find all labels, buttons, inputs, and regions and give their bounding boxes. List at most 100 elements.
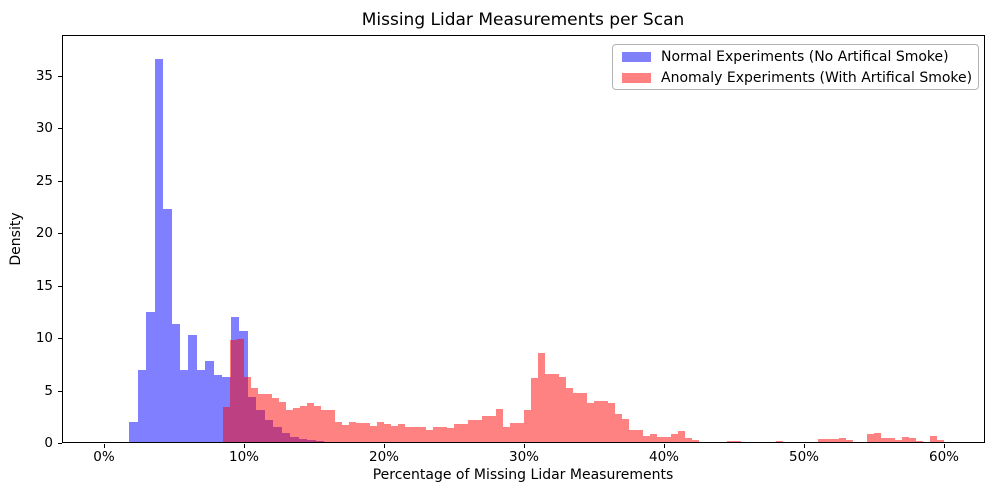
hist-bar-anomaly: [426, 430, 433, 443]
hist-bar-normal: [222, 377, 231, 443]
hist-bar-anomaly: [832, 439, 839, 443]
legend-label-anomaly: Anomaly Experiments (With Artifical Smok…: [661, 69, 973, 86]
plot-area-border: [62, 35, 985, 443]
x-tick-label: 60%: [928, 449, 960, 465]
hist-bar-normal: [273, 427, 282, 443]
y-tick-label: 30: [35, 120, 53, 136]
y-tick-label: 5: [44, 382, 53, 399]
hist-bar-anomaly: [251, 388, 258, 443]
x-tick-label: 20%: [368, 449, 400, 465]
hist-bar-normal: [248, 397, 256, 443]
hist-bar-anomaly: [496, 409, 503, 443]
y-tick-label: 20: [35, 225, 53, 241]
hist-bar-anomaly: [825, 439, 832, 443]
hist-bar-anomaly: [370, 426, 377, 443]
x-tick-mark: [804, 444, 805, 448]
hist-bar-anomaly: [328, 410, 335, 443]
hist-bar-anomaly: [384, 424, 391, 443]
hist-bar-normal: [188, 335, 197, 443]
hist-bar-anomaly: [685, 438, 692, 443]
hist-bar-normal: [197, 370, 205, 443]
legend-swatch-anomaly: [622, 72, 651, 83]
hist-bar-anomaly: [293, 408, 300, 443]
hist-bar-anomaly: [678, 431, 685, 443]
legend-swatch-normal: [622, 51, 651, 62]
hist-bar-anomaly: [643, 436, 650, 443]
hist-bar-anomaly: [314, 406, 321, 443]
x-tick-mark: [664, 444, 665, 448]
hist-bar-anomaly: [818, 439, 825, 443]
hist-bar-anomaly: [846, 440, 853, 443]
hist-bar-anomaly: [909, 438, 916, 443]
hist-bar-anomaly: [489, 416, 496, 443]
hist-bar-anomaly: [258, 394, 265, 443]
hist-bar-normal: [256, 410, 265, 443]
hist-bar-anomaly: [874, 433, 881, 443]
y-tick-mark: [58, 338, 62, 339]
hist-bar-anomaly: [622, 419, 629, 443]
x-tick-mark: [944, 444, 945, 448]
x-axis-label: Percentage of Missing Lidar Measurements: [372, 467, 674, 483]
hist-bar-anomaly: [587, 403, 594, 443]
hist-bar-anomaly: [538, 353, 545, 443]
x-tick-label: 0%: [93, 449, 115, 465]
hist-bar-anomaly: [482, 416, 489, 443]
chart-title: Missing Lidar Measurements per Scan: [361, 10, 685, 30]
hist-bar-normal: [290, 437, 299, 443]
hist-bar-anomaly: [286, 410, 293, 443]
hist-bar-anomaly: [881, 438, 888, 443]
hist-bar-anomaly: [601, 401, 608, 443]
hist-bar-anomaly: [930, 436, 937, 443]
hist-bar-anomaly: [454, 424, 461, 443]
hist-bar-normal: [214, 375, 222, 443]
hist-bar-anomaly: [895, 440, 902, 443]
hist-bar-anomaly: [559, 377, 566, 443]
hist-bar-anomaly: [223, 407, 230, 443]
x-tick-label: 10%: [228, 449, 260, 465]
hist-bar-anomaly: [230, 340, 237, 443]
hist-bar-anomaly: [566, 388, 573, 443]
hist-bar-normal: [155, 59, 163, 443]
hist-bar-normal: [205, 361, 214, 443]
hist-bar-normal: [307, 440, 316, 443]
hist-bar-anomaly: [937, 440, 944, 443]
hist-bar-anomaly: [363, 423, 370, 443]
hist-bar-anomaly: [503, 427, 510, 443]
hist-bar-anomaly: [461, 424, 468, 443]
hist-bar-anomaly: [615, 414, 622, 443]
hist-bar-anomaly: [391, 426, 398, 443]
x-tick-mark: [524, 444, 525, 448]
hist-bar-normal: [146, 312, 155, 443]
hist-bar-anomaly: [650, 434, 657, 443]
hist-bar-anomaly: [349, 422, 356, 443]
hist-bar-anomaly: [531, 378, 538, 443]
hist-bar-normal: [129, 422, 138, 443]
hist-bar-anomaly: [573, 393, 580, 443]
hist-bar-anomaly: [580, 393, 587, 443]
hist-bar-anomaly: [342, 425, 349, 443]
x-tick-label: 50%: [788, 449, 820, 465]
hist-bar-anomaly: [839, 438, 846, 443]
hist-bar-anomaly: [867, 434, 874, 443]
hist-bar-anomaly: [636, 430, 643, 443]
legend-box: Normal Experiments (No Artifical Smoke) …: [612, 44, 979, 90]
y-tick-label: 0: [44, 435, 53, 451]
hist-bar-normal: [231, 317, 239, 443]
hist-bar-anomaly: [412, 427, 419, 443]
y-tick-mark: [58, 128, 62, 129]
x-tick-label: 40%: [648, 449, 680, 465]
hist-bar-normal: [180, 370, 188, 443]
hist-bar-normal: [172, 324, 180, 443]
hist-bar-anomaly: [510, 423, 517, 443]
x-tick-mark: [384, 444, 385, 448]
hist-bar-anomaly: [552, 374, 559, 443]
hist-bar-normal: [282, 433, 290, 443]
legend-row-normal: Normal Experiments (No Artifical Smoke): [622, 49, 969, 65]
y-tick-mark: [58, 285, 62, 287]
y-tick-mark: [58, 75, 62, 77]
y-axis-label: Density: [8, 212, 24, 266]
hist-bar-anomaly: [433, 427, 440, 443]
y-tick-mark: [58, 390, 62, 392]
hist-bar-anomaly: [468, 420, 475, 443]
hist-bar-anomaly: [545, 374, 552, 443]
